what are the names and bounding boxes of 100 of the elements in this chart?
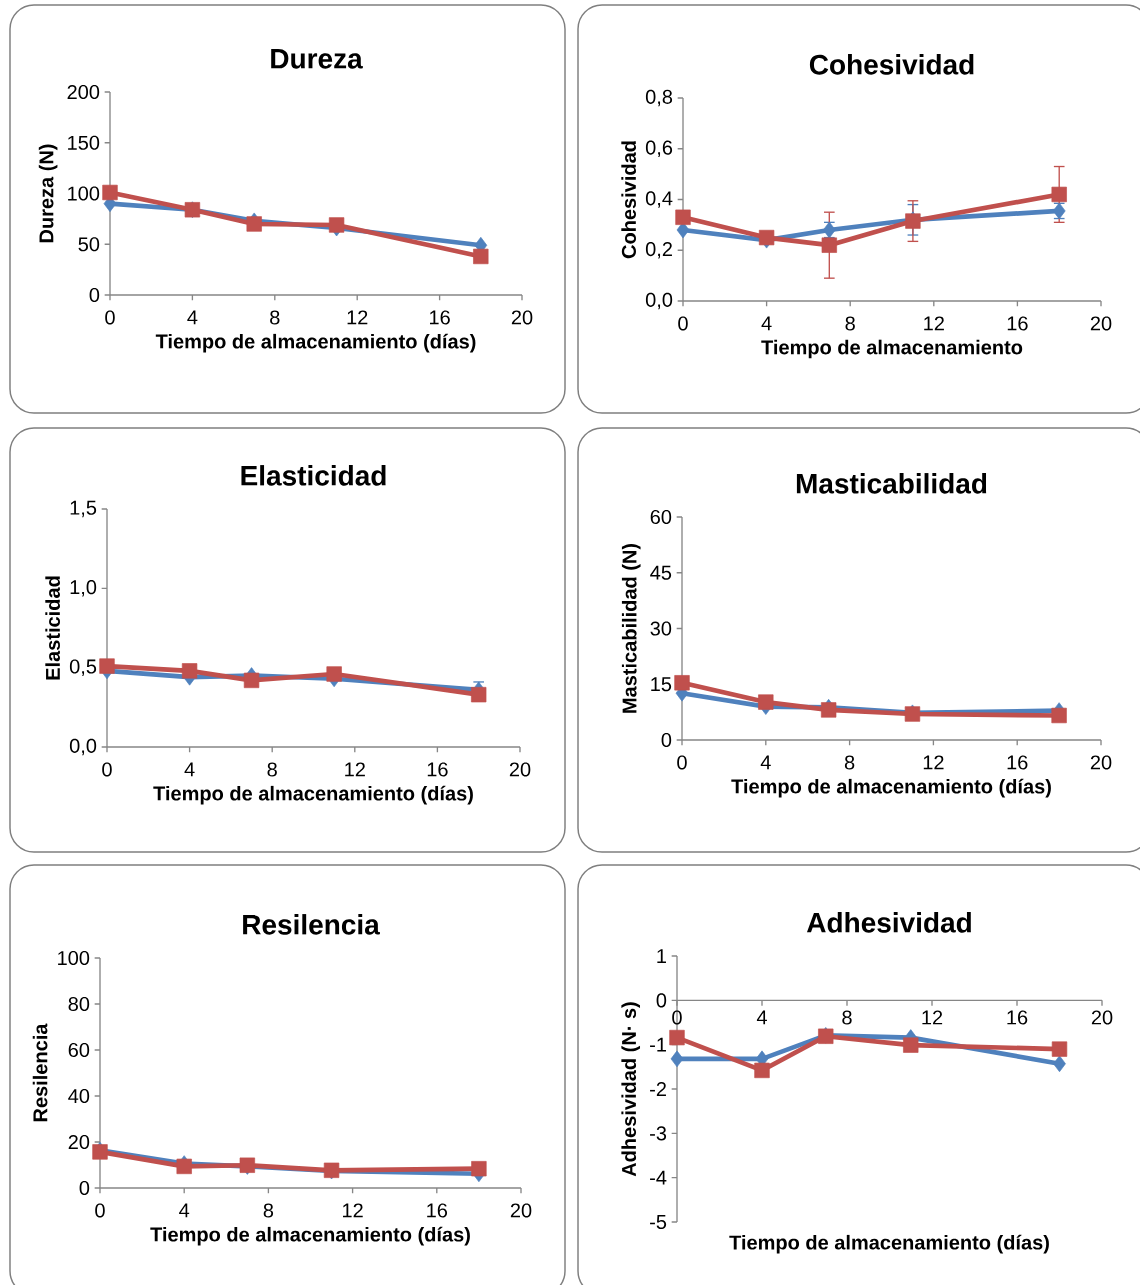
x-tick-label: 8 xyxy=(270,310,280,325)
y-axis-title: Masticabilidad (N) xyxy=(621,543,641,713)
point xyxy=(821,237,837,253)
chart-title: Resilencia xyxy=(243,914,380,935)
x-tick-label: 12 xyxy=(922,1010,943,1025)
point xyxy=(181,663,198,679)
x-tick-label: 12 xyxy=(345,762,365,777)
x-tick-label: 4 xyxy=(184,762,195,777)
x-tick-label: 20 xyxy=(510,1203,532,1218)
x-tick-label: 16 xyxy=(427,1203,448,1218)
y-tick-label: 0 xyxy=(89,287,100,303)
y-tick-label: 60 xyxy=(650,509,672,525)
point xyxy=(102,184,118,201)
y-tick-label: 100 xyxy=(68,186,100,201)
y-tick-label: 0 xyxy=(661,732,672,748)
point xyxy=(670,1050,684,1068)
point xyxy=(1051,1041,1068,1057)
y-tick-label: 20 xyxy=(68,1134,90,1150)
point xyxy=(243,672,260,689)
y-tick-label: 150 xyxy=(68,135,100,150)
x-tick-label: 16 xyxy=(1007,316,1028,331)
y-tick-label: 0,8 xyxy=(645,89,673,107)
y-tick-label: 1,5 xyxy=(70,500,97,518)
x-tick-label: 8 xyxy=(267,762,277,777)
point xyxy=(1051,707,1067,724)
y-axis-title: Adhesividad (N· s) xyxy=(621,1002,641,1177)
x-tick-label: 16 xyxy=(430,310,450,325)
point xyxy=(1051,186,1067,203)
point xyxy=(903,1037,919,1053)
x-axis-title: Tiempo de almacenamiento (días) xyxy=(155,333,476,353)
x-tick-label: 16 xyxy=(427,762,448,777)
y-tick-label: 0,5 xyxy=(69,659,97,676)
y-tick-label: 0 xyxy=(79,1180,90,1196)
point xyxy=(471,686,487,703)
x-tick-label: 8 xyxy=(263,1203,274,1218)
x-tick-label: 4 xyxy=(756,1010,767,1025)
y-tick-label: -4 xyxy=(650,1170,667,1185)
y-tick-label: 40 xyxy=(68,1088,90,1104)
y-tick-label: 30 xyxy=(650,621,672,636)
point xyxy=(674,675,690,691)
y-tick-label: 45 xyxy=(650,565,672,580)
point xyxy=(326,666,342,682)
chart-title: Dureza xyxy=(271,49,363,69)
x-tick-label: 20 xyxy=(1091,1010,1113,1025)
y-tick-label: 60 xyxy=(68,1042,90,1058)
x-tick-label: 0 xyxy=(102,762,112,777)
point xyxy=(99,658,115,674)
x-tick-label: 12 xyxy=(923,755,944,770)
point xyxy=(758,694,774,710)
x-tick-label: 20 xyxy=(1090,755,1112,770)
point xyxy=(1053,1055,1066,1073)
x-tick-label: 20 xyxy=(511,310,533,325)
y-tick-label: 80 xyxy=(68,996,90,1012)
y-tick-label: 1 xyxy=(657,949,666,963)
x-tick-label: 8 xyxy=(844,755,855,770)
y-axis-title: Dureza (N) xyxy=(38,144,58,243)
x-tick-label: 4 xyxy=(179,1203,190,1218)
x-tick-label: 16 xyxy=(1007,755,1028,770)
x-axis-title: Tiempo de almacenamiento (días) xyxy=(731,778,1051,798)
y-axis-title: Cohesividad xyxy=(621,141,636,259)
y-tick-label: 200 xyxy=(67,84,100,100)
chart-title: Elasticidad xyxy=(241,465,386,486)
point xyxy=(675,209,691,225)
y-axis-title: Elasticidad xyxy=(45,576,60,680)
x-tick-label: 12 xyxy=(924,316,944,331)
x-tick-label: 4 xyxy=(760,755,771,770)
x-tick-label: 16 xyxy=(1007,1010,1028,1025)
chart-title: Cohesividad xyxy=(809,54,974,75)
x-tick-label: 0 xyxy=(678,316,688,331)
point xyxy=(754,1062,770,1079)
x-tick-label: 0 xyxy=(105,310,115,325)
y-tick-label: 100 xyxy=(58,950,90,966)
x-tick-label: 12 xyxy=(343,1203,363,1218)
y-axis-title: Resilencia xyxy=(32,1023,48,1122)
x-tick-label: 4 xyxy=(761,316,772,331)
y-tick-label: 50 xyxy=(78,237,100,252)
y-tick-label: 0,6 xyxy=(645,140,673,158)
y-tick-label: 0,2 xyxy=(645,241,672,259)
y-tick-label: -5 xyxy=(650,1215,667,1229)
point xyxy=(246,216,262,232)
y-tick-label: -1 xyxy=(650,1037,666,1052)
y-tick-label: 0 xyxy=(656,993,667,1008)
x-tick-label: 12 xyxy=(347,310,368,325)
chart-title: Adhesividad xyxy=(806,912,971,933)
point xyxy=(473,248,489,265)
y-tick-label: -2 xyxy=(650,1082,666,1096)
x-tick-label: 0 xyxy=(677,755,687,770)
y-tick-label: 0,0 xyxy=(645,292,673,310)
point xyxy=(820,702,837,718)
point xyxy=(471,1161,487,1177)
x-axis-title: Tiempo de almacenamiento (días) xyxy=(729,1234,1049,1254)
x-axis-title: Tiempo de almacenamiento (días) xyxy=(150,1226,470,1246)
x-axis-title: Tiempo de almacenamiento xyxy=(761,339,1023,359)
point xyxy=(669,1029,685,1046)
x-tick-label: 8 xyxy=(845,316,855,331)
point xyxy=(328,217,345,233)
y-tick-label: 1,0 xyxy=(70,580,97,597)
y-tick-label: 15 xyxy=(651,677,672,692)
x-axis-title: Tiempo de almacenamiento (días) xyxy=(153,785,473,805)
y-tick-label: 0,0 xyxy=(69,738,97,756)
